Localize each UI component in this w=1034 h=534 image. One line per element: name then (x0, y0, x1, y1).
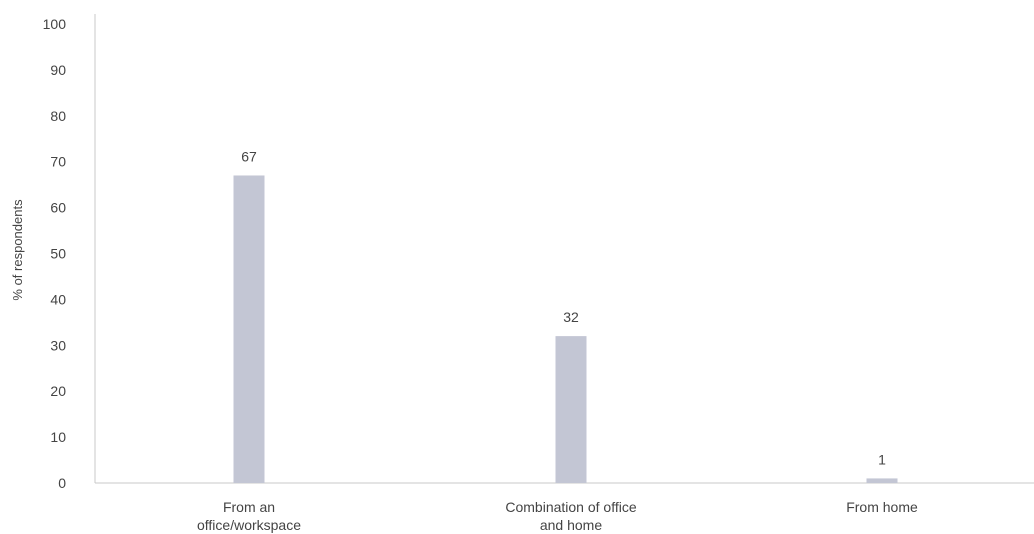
bar-value-label: 1 (878, 451, 886, 467)
category-label: From home (846, 499, 918, 515)
bar-value-label: 32 (563, 309, 579, 325)
y-tick-label: 60 (50, 200, 66, 216)
bar (555, 336, 587, 483)
y-tick-label: 40 (50, 291, 66, 307)
y-axis: 0 10 20 30 40 50 60 70 80 90 100 (43, 14, 96, 491)
bar-value-label: 67 (241, 148, 257, 164)
y-tick-label: 30 (50, 337, 66, 353)
category-label: From an (223, 499, 275, 515)
data-labels: 67 32 1 (241, 148, 886, 467)
y-axis-title: % of respondents (10, 199, 25, 301)
category-label: and home (540, 517, 602, 533)
category-label: Combination of office (505, 499, 636, 515)
y-tick-label: 70 (50, 154, 66, 170)
category-label: office/workspace (197, 517, 301, 533)
bar (233, 175, 265, 483)
y-tick-label: 20 (50, 383, 66, 399)
y-tick-label: 0 (58, 475, 66, 491)
y-tick-label: 90 (50, 62, 66, 78)
y-tick-label: 100 (43, 16, 67, 32)
bar (866, 478, 898, 483)
bars (233, 175, 898, 483)
y-tick-label: 50 (50, 246, 66, 262)
category-labels: From an office/workspace Combination of of… (197, 499, 918, 533)
y-tick-label: 80 (50, 108, 66, 124)
y-tick-label: 10 (50, 429, 66, 445)
